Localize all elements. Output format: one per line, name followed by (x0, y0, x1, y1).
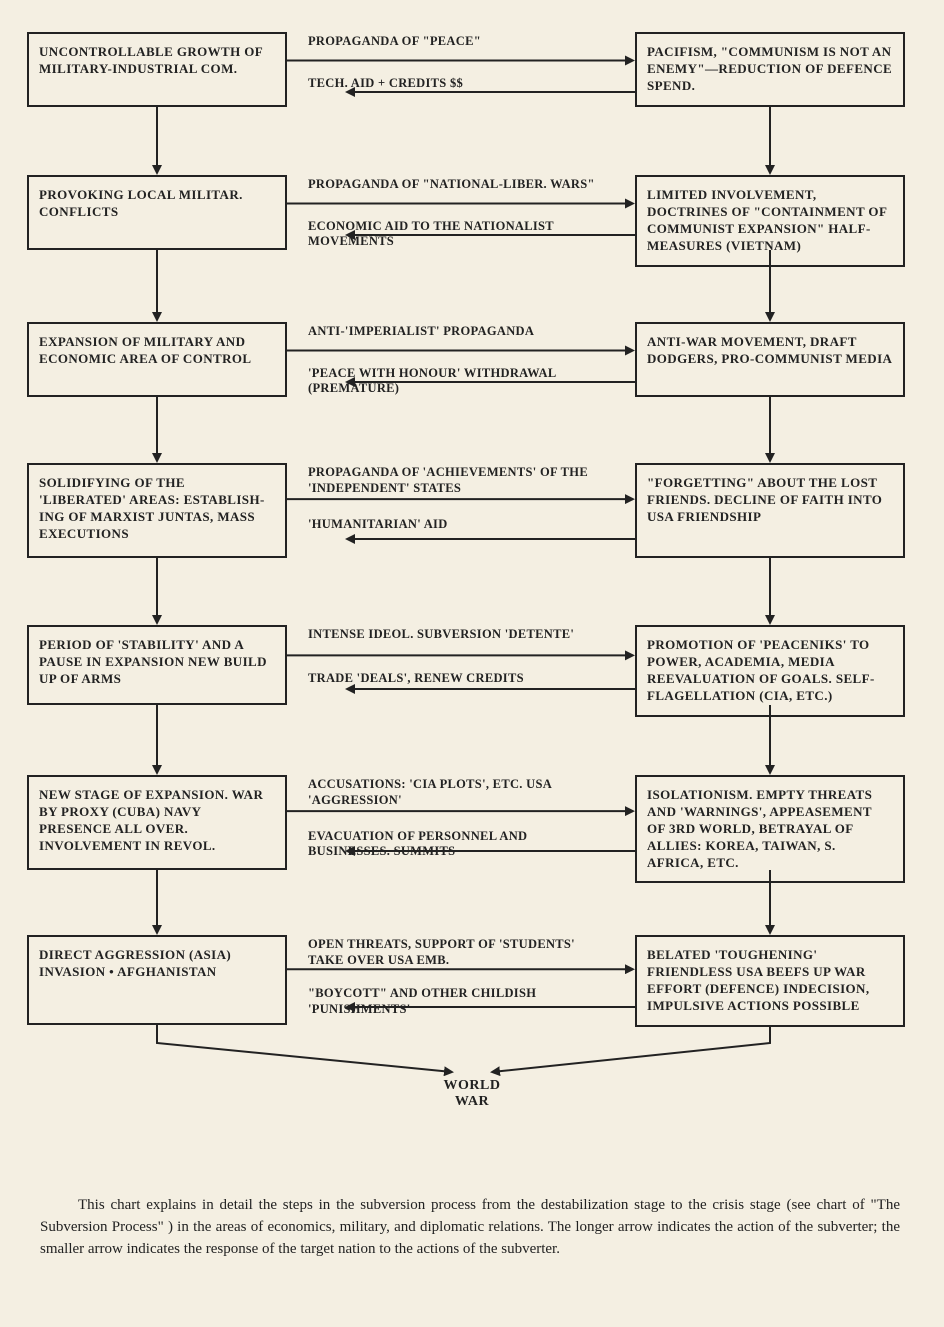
mid-top-4: INTENSE IDEOL. SUBVERSION 'DETENTE' (308, 627, 608, 643)
mid-bot-4: TRADE 'DEALS', RENEW CREDITS (308, 671, 608, 687)
page: UNCONTROLLABLE GROWTH OF MILITARY-INDUST… (0, 0, 944, 1327)
mid-bot-2: 'PEACE WITH HONOUR' WITHDRAWAL (PREMATUR… (308, 366, 608, 397)
right-box-2: ANTI-WAR MOVEMENT, DRAFT DODGERS, PRO-CO… (635, 322, 905, 397)
left-box-1: PROVOKING LOCAL MILITAR. CONFLICTS (27, 175, 287, 250)
mid-bot-0: TECH. AID + CREDITS $$ (308, 76, 608, 92)
mid-top-2: ANTI-'IMPERIALIST' PROPAGANDA (308, 324, 608, 340)
left-box-2: EXPANSION OF MILITARY AND ECONOMIC AREA … (27, 322, 287, 397)
mid-bot-6: "BOYCOTT" AND OTHER CHILDISH 'PUNISHMENT… (308, 986, 608, 1017)
mid-bot-3: 'HUMANITARIAN' AID (308, 517, 608, 533)
right-box-5: ISOLATIONISM. EMPTY THREATS AND 'WARNING… (635, 775, 905, 883)
mid-top-6: OPEN THREATS, SUPPORT OF 'STUDENTS' TAKE… (308, 937, 608, 968)
mid-top-0: PROPAGANDA OF "PEACE" (308, 34, 608, 50)
left-box-5: NEW STAGE OF EXPANSION. WAR BY PROXY (CU… (27, 775, 287, 870)
right-box-0: PACIFISM, "COMMUNISM IS NOT AN ENEMY"—RE… (635, 32, 905, 107)
mid-top-5: ACCUSATIONS: 'CIA PLOTS', ETC. USA 'AGGR… (308, 777, 608, 808)
left-box-6: DIRECT AGGRESSION (ASIA) INVASION • AFGH… (27, 935, 287, 1025)
left-box-4: PERIOD OF 'STABILITY' AND A PAUSE IN EXP… (27, 625, 287, 705)
right-box-6: BELATED 'TOUGHENING' FRIENDLESS USA BEEF… (635, 935, 905, 1027)
right-box-4: PROMOTION OF 'PEACENIKS' TO POWER, ACADE… (635, 625, 905, 717)
mid-bot-1: ECONOMIC AID TO THE NATIONALIST MOVEMENT… (308, 219, 608, 250)
mid-bot-5: EVACUATION OF PERSONNEL AND BUSINESSES. … (308, 829, 608, 860)
left-box-3: SOLIDIFYING OF THE 'LIBERATED' AREAS: ES… (27, 463, 287, 558)
right-box-3: "FORGETTING" ABOUT THE LOST FRIENDS. DEC… (635, 463, 905, 558)
caption-text: This chart explains in detail the steps … (40, 1195, 900, 1260)
mid-top-3: PROPAGANDA OF 'ACHIEVEMENTS' OF THE 'IND… (308, 465, 608, 496)
final-label: WORLDWAR (0, 1078, 944, 1110)
right-box-1: LIMITED INVOLVEMENT, DOCTRINES OF "CONTA… (635, 175, 905, 267)
mid-top-1: PROPAGANDA OF "NATIONAL-LIBER. WARS" (308, 177, 608, 193)
left-box-0: UNCONTROLLABLE GROWTH OF MILITARY-INDUST… (27, 32, 287, 107)
